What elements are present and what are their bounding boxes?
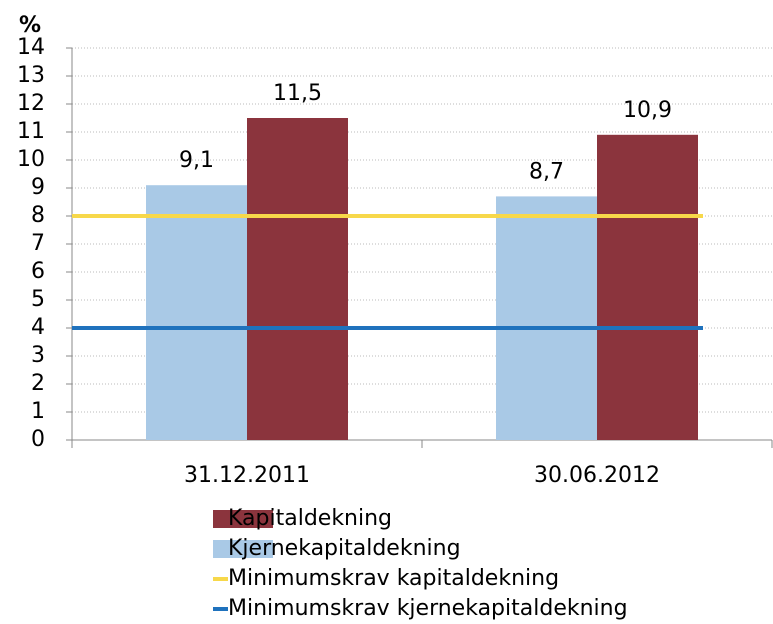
value-label: 10,9 bbox=[623, 98, 672, 123]
bar bbox=[247, 118, 348, 440]
bar bbox=[597, 134, 698, 441]
legend-label: Minimumskrav kapitaldekning bbox=[228, 566, 559, 591]
y-tick-label: 0 bbox=[31, 427, 45, 452]
y-tick-label: 9 bbox=[31, 175, 45, 200]
y-tick-label: 4 bbox=[31, 315, 45, 340]
y-tick-label: 6 bbox=[31, 259, 45, 284]
bar bbox=[146, 185, 247, 440]
legend-label: Minimumskrav kjernekapitaldekning bbox=[228, 596, 628, 621]
y-tick-label: 7 bbox=[31, 231, 45, 256]
y-tick-label: 1 bbox=[31, 399, 45, 424]
legend-label: Kjernekapitaldekning bbox=[228, 536, 461, 561]
value-label: 11,5 bbox=[273, 81, 322, 106]
x-tick-label: 30.06.2012 bbox=[534, 463, 660, 488]
y-tick-label: 8 bbox=[31, 203, 45, 228]
y-tick-label: 3 bbox=[31, 343, 45, 368]
y-axis-label: % bbox=[19, 13, 41, 38]
y-tick-label: 13 bbox=[17, 63, 45, 88]
legend-label: Kapitaldekning bbox=[228, 506, 392, 531]
y-tick-label: 5 bbox=[31, 287, 45, 312]
value-label: 9,1 bbox=[179, 148, 214, 173]
value-label: 8,7 bbox=[529, 159, 564, 184]
legend-swatch bbox=[213, 510, 273, 528]
y-tick-label: 10 bbox=[17, 147, 45, 172]
y-tick-label: 11 bbox=[17, 119, 45, 144]
x-tick-label: 31.12.2011 bbox=[184, 463, 310, 488]
y-tick-label: 14 bbox=[17, 35, 45, 60]
bar bbox=[496, 196, 597, 440]
y-tick-label: 12 bbox=[17, 91, 45, 116]
legend-swatch bbox=[213, 540, 273, 558]
y-tick-label: 2 bbox=[31, 371, 45, 396]
